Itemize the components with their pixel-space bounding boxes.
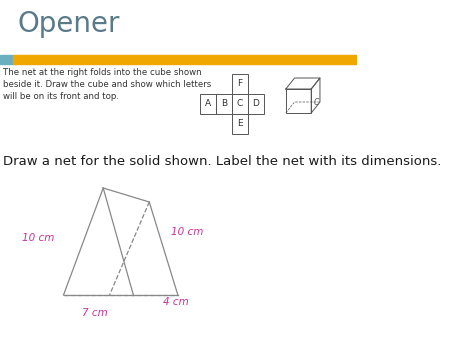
Bar xyxy=(248,94,264,114)
Text: Draw a net for the solid shown. Label the net with its dimensions.: Draw a net for the solid shown. Label th… xyxy=(3,155,441,168)
Bar xyxy=(232,94,248,114)
Bar xyxy=(232,74,248,94)
Bar xyxy=(0,55,13,64)
Text: B: B xyxy=(221,99,227,108)
Text: C: C xyxy=(237,99,243,108)
Text: E: E xyxy=(237,120,243,128)
Text: C: C xyxy=(314,98,319,107)
Text: 4 cm: 4 cm xyxy=(163,297,189,307)
Text: F: F xyxy=(237,79,243,89)
Bar xyxy=(13,55,357,64)
Bar xyxy=(200,94,216,114)
Text: 10 cm: 10 cm xyxy=(171,227,203,237)
Text: 7 cm: 7 cm xyxy=(82,308,108,318)
Text: Opener: Opener xyxy=(18,10,120,38)
Bar xyxy=(216,94,232,114)
Text: A: A xyxy=(205,99,211,108)
Text: D: D xyxy=(252,99,259,108)
Bar xyxy=(232,114,248,134)
Text: The net at the right folds into the cube shown
beside it. Draw the cube and show: The net at the right folds into the cube… xyxy=(3,68,212,101)
Bar xyxy=(286,89,311,113)
Text: 10 cm: 10 cm xyxy=(22,233,54,243)
